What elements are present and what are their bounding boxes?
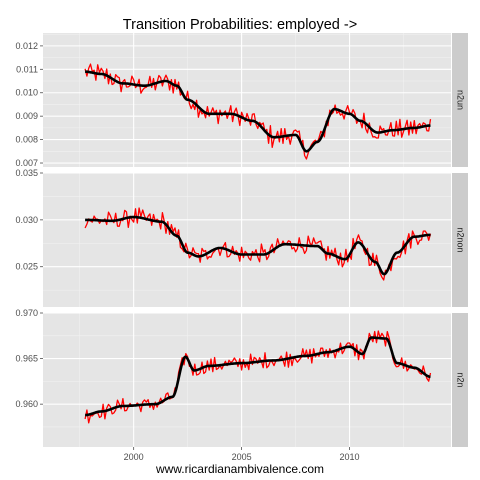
facet-strip-label: n2non [456,227,466,252]
y-tick-label: 0.970 [15,308,38,318]
y-tick-label: 0.007 [15,158,38,168]
series-line-smoothed [84,70,431,153]
panel-background [43,33,451,167]
series-line-raw [84,330,432,424]
facet-n2n: 0.960 0.965 0.970 n2n [15,308,468,447]
y-tick-label: 0.965 [15,354,38,364]
y-tick-label: 0.009 [15,111,38,121]
facet-n2un: 0.007 0.008 0.009 0.010 0.011 0.012 n2un [15,33,468,168]
facet-strip [452,33,468,167]
y-tick-label: 0.008 [15,135,38,145]
chart-title: Transition Probabilities: employed -> [123,17,357,33]
facet-strip-label: n2n [456,372,466,387]
series-line-smoothed [84,336,431,417]
x-tick-label: 2010 [340,452,360,462]
facet-strip-label: n2un [456,90,466,110]
facet-panels: 0.0070.0080.0090.0100.0110.012n2un0.0250… [15,33,468,462]
y-tick-label: 0.010 [15,88,38,98]
y-tick-label: 0.030 [15,215,38,225]
x-tick-label: 2000 [124,452,144,462]
series-line-smoothed [84,215,431,276]
facet-strip [452,173,468,307]
y-tick-label: 0.035 [15,168,38,178]
y-tick-label: 0.012 [15,41,38,51]
y-tick-label: 0.025 [15,262,38,272]
x-axis: 2000 2005 2010 [124,447,360,462]
series-line-raw [84,63,432,160]
facet-n2non: 0.025 0.030 0.035 n2non [15,168,468,307]
y-tick-label: 0.960 [15,399,38,409]
y-tick-label: 0.011 [16,64,38,74]
x-tick-label: 2005 [232,452,252,462]
series-line-raw [84,207,432,281]
panel-background [43,173,451,307]
watermark-caption: www.ricardianambivalence.com [155,462,324,476]
facet-strip [452,313,468,447]
